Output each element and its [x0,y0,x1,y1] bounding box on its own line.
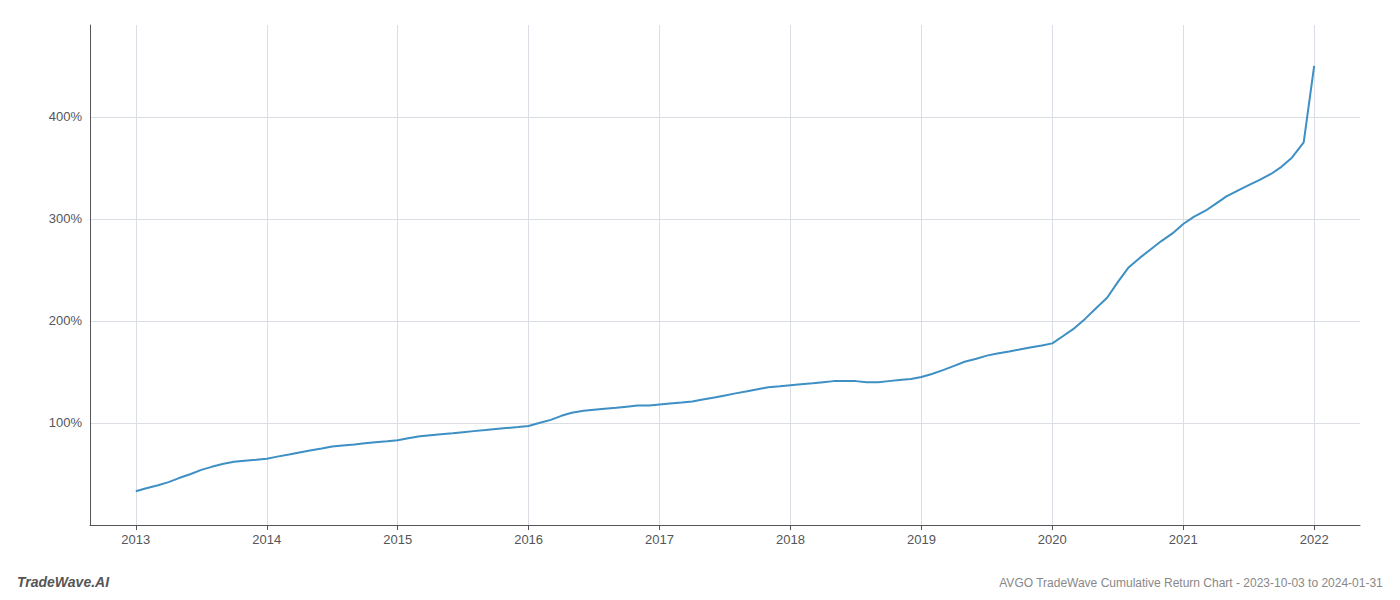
svg-text:2015: 2015 [383,532,412,547]
svg-text:AVGO TradeWave Cumulative Retu: AVGO TradeWave Cumulative Return Chart -… [999,576,1383,590]
svg-text:400%: 400% [49,109,83,124]
svg-text:300%: 300% [49,211,83,226]
svg-text:2013: 2013 [121,532,150,547]
svg-text:2016: 2016 [514,532,543,547]
svg-text:2019: 2019 [907,532,936,547]
svg-text:2014: 2014 [252,532,281,547]
svg-text:2017: 2017 [645,532,674,547]
svg-text:200%: 200% [49,313,83,328]
svg-text:2018: 2018 [776,532,805,547]
svg-text:2020: 2020 [1038,532,1067,547]
svg-text:2022: 2022 [1300,532,1329,547]
svg-text:100%: 100% [49,415,83,430]
svg-text:TradeWave.AI: TradeWave.AI [17,574,110,590]
svg-text:2021: 2021 [1169,532,1198,547]
